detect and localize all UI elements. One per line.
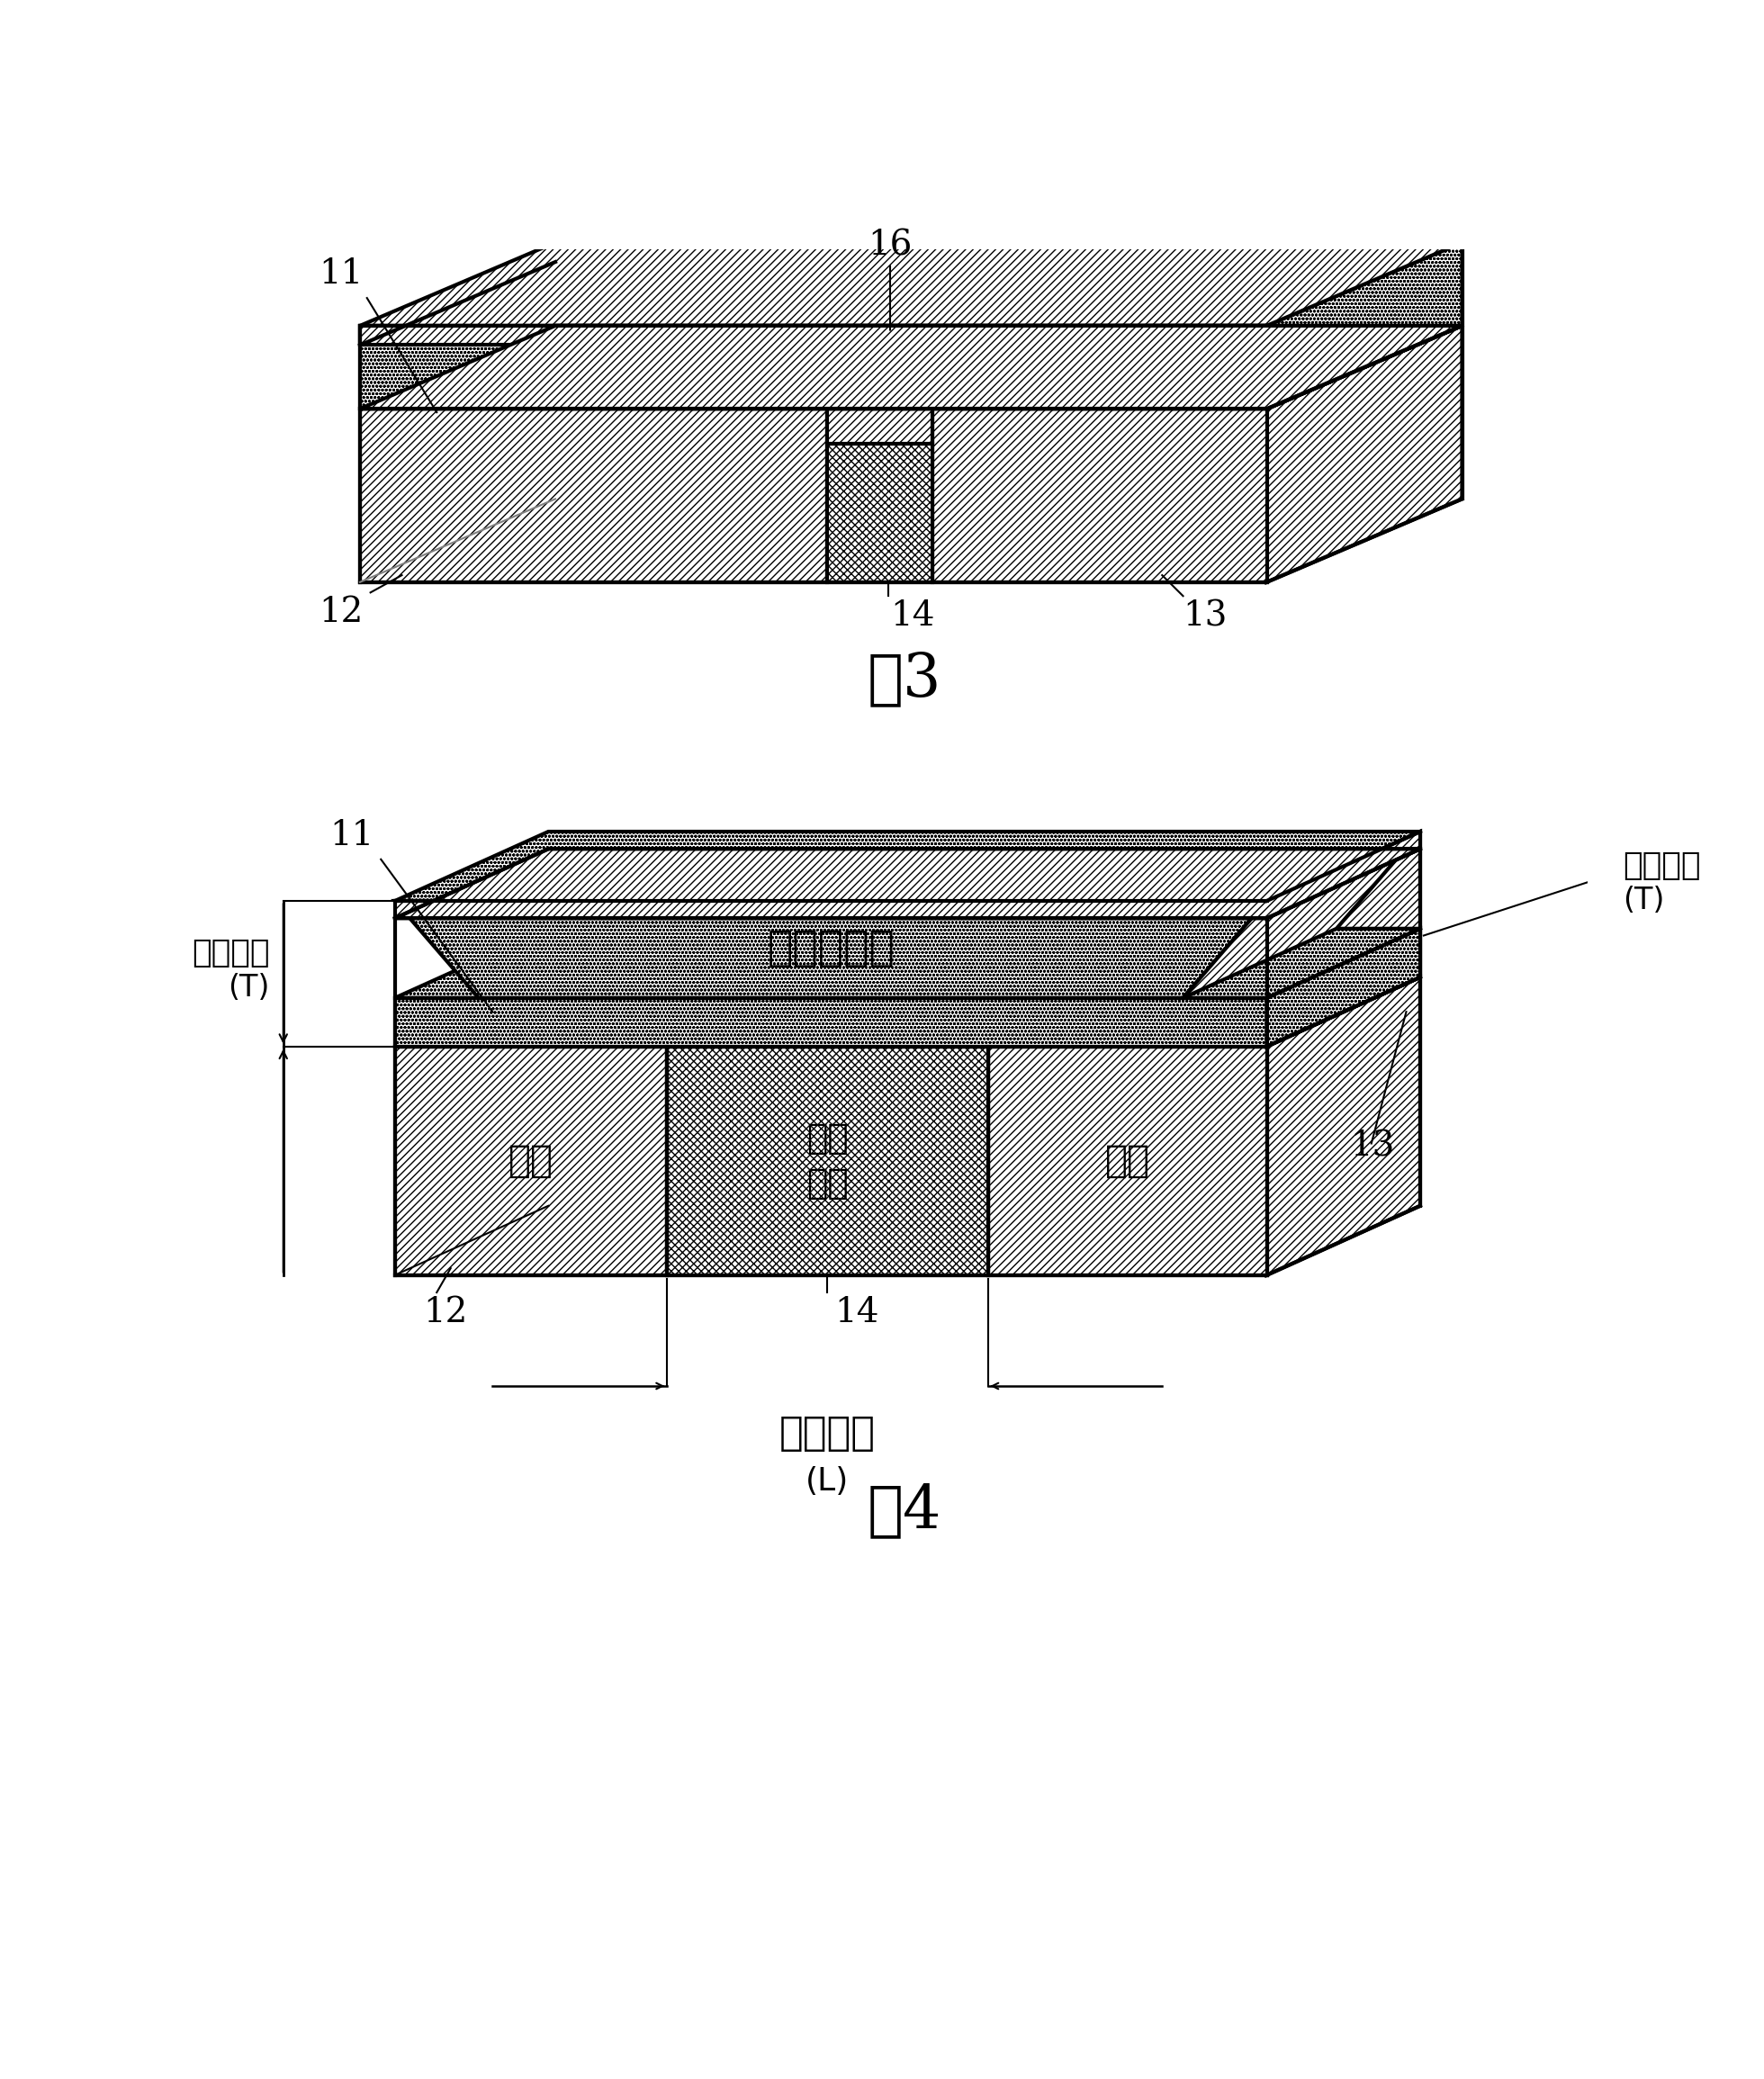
Polygon shape (667, 1046, 988, 1274)
Polygon shape (360, 243, 1462, 326)
Polygon shape (1267, 326, 1462, 582)
Polygon shape (360, 326, 1462, 410)
Polygon shape (667, 977, 1141, 1046)
Text: 区块厚度: 区块厚度 (1623, 850, 1700, 881)
Text: (T): (T) (1623, 886, 1663, 915)
Polygon shape (360, 326, 1267, 345)
Text: 电极: 电极 (508, 1141, 554, 1179)
Polygon shape (360, 326, 1267, 410)
Polygon shape (360, 410, 827, 582)
Text: 图3: 图3 (866, 651, 942, 709)
Polygon shape (395, 900, 1267, 998)
Polygon shape (827, 443, 931, 582)
Text: (L): (L) (806, 1466, 848, 1497)
Polygon shape (1267, 832, 1420, 998)
Polygon shape (827, 410, 931, 443)
Text: 16: 16 (868, 229, 912, 262)
Polygon shape (395, 848, 1420, 919)
Text: 沟道长度: 沟道长度 (780, 1414, 875, 1453)
Text: 区块厚度: 区块厚度 (192, 938, 270, 969)
Text: 13: 13 (1351, 1131, 1395, 1164)
Polygon shape (395, 998, 1267, 1046)
Polygon shape (1267, 832, 1420, 919)
Polygon shape (1267, 977, 1420, 1274)
Text: 12: 12 (319, 597, 363, 630)
Text: 图4: 图4 (866, 1482, 942, 1541)
Polygon shape (1267, 929, 1420, 1046)
Text: 14: 14 (891, 599, 935, 632)
Polygon shape (360, 326, 1267, 345)
Polygon shape (931, 410, 1267, 582)
Text: 13: 13 (1184, 599, 1228, 632)
Polygon shape (395, 900, 1267, 919)
Polygon shape (395, 929, 1420, 998)
Text: 11: 11 (319, 258, 363, 291)
Text: (T): (T) (228, 973, 270, 1002)
Polygon shape (360, 326, 1462, 410)
Text: 14: 14 (834, 1295, 878, 1328)
Polygon shape (395, 832, 1420, 900)
Polygon shape (1184, 832, 1420, 998)
Text: 12: 12 (423, 1295, 467, 1328)
Text: 沟道
介质: 沟道 介质 (806, 1121, 848, 1200)
Polygon shape (988, 1046, 1267, 1274)
Polygon shape (395, 1046, 667, 1274)
Text: 相变化材料: 相变化材料 (767, 929, 894, 969)
Polygon shape (1267, 929, 1420, 1046)
Text: 电极: 电极 (1104, 1141, 1150, 1179)
Polygon shape (395, 977, 1420, 1046)
Polygon shape (1267, 243, 1462, 410)
Text: 11: 11 (330, 819, 374, 852)
